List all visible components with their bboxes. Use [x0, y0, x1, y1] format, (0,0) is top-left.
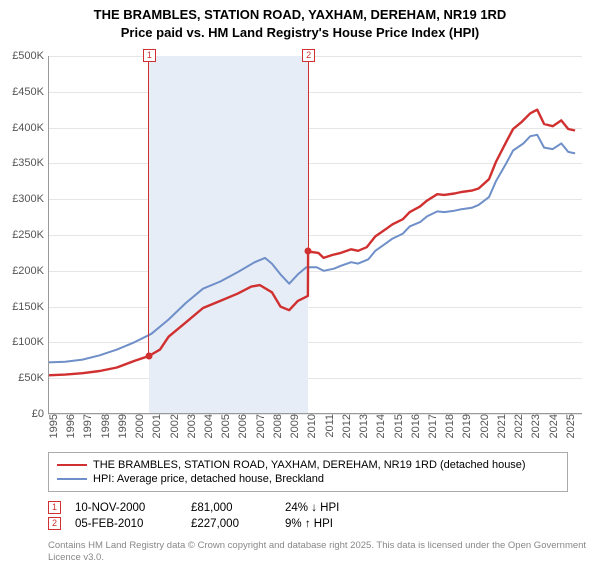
y-tick-label: £100K: [12, 336, 48, 348]
x-tick-label: 2002: [166, 414, 181, 438]
event-marker-2: 2: [302, 49, 315, 62]
y-tick-label: £400K: [12, 122, 48, 134]
series-price_paid: [48, 110, 575, 376]
event-price: £81,000: [191, 502, 285, 514]
x-tick-label: 1999: [114, 414, 129, 438]
x-tick-label: 2025: [562, 414, 577, 438]
x-tick-label: 2017: [424, 414, 439, 438]
legend-row: HPI: Average price, detached house, Brec…: [57, 473, 559, 485]
legend: THE BRAMBLES, STATION ROAD, YAXHAM, DERE…: [48, 452, 568, 492]
chart-title: THE BRAMBLES, STATION ROAD, YAXHAM, DERE…: [0, 0, 600, 41]
x-tick-label: 2016: [407, 414, 422, 438]
legend-label: THE BRAMBLES, STATION ROAD, YAXHAM, DERE…: [93, 459, 526, 471]
x-tick-label: 2005: [217, 414, 232, 438]
event-date: 05-FEB-2010: [75, 518, 191, 530]
event-delta: 24% ↓ HPI: [285, 502, 339, 514]
y-tick-label: £150K: [12, 301, 48, 313]
x-tick-label: 2018: [441, 414, 456, 438]
x-tick-label: 2015: [390, 414, 405, 438]
y-tick-label: £500K: [12, 50, 48, 62]
x-tick-label: 2024: [545, 414, 560, 438]
y-axis: [48, 56, 49, 414]
x-tick-label: 1997: [79, 414, 94, 438]
x-tick-label: 2006: [234, 414, 249, 438]
event-marker-icon: 2: [48, 517, 61, 530]
x-tick-label: 2019: [458, 414, 473, 438]
x-tick-label: 2012: [338, 414, 353, 438]
title-line-2: Price paid vs. HM Land Registry's House …: [8, 24, 592, 42]
x-tick-label: 1995: [45, 414, 60, 438]
y-tick-label: £250K: [12, 229, 48, 241]
x-tick-label: 2000: [131, 414, 146, 438]
x-tick-label: 1998: [97, 414, 112, 438]
x-tick-label: 2022: [510, 414, 525, 438]
event-table: 1 10-NOV-2000£81,00024% ↓ HPI 2 05-FEB-2010…: [48, 498, 578, 533]
x-tick-label: 2001: [148, 414, 163, 438]
title-line-1: THE BRAMBLES, STATION ROAD, YAXHAM, DERE…: [8, 6, 592, 24]
y-tick-label: £350K: [12, 157, 48, 169]
x-tick-label: 2007: [252, 414, 267, 438]
y-tick-label: £450K: [12, 86, 48, 98]
event-delta: 9% ↑ HPI: [285, 518, 333, 530]
x-tick-label: 2013: [355, 414, 370, 438]
event-date: 10-NOV-2000: [75, 502, 191, 514]
event-marker-icon: 1: [48, 501, 61, 514]
x-tick-label: 2003: [183, 414, 198, 438]
x-tick-label: 2009: [286, 414, 301, 438]
x-tick-label: 2021: [493, 414, 508, 438]
line-plot: [48, 56, 582, 414]
x-tick-label: 1996: [62, 414, 77, 438]
x-tick-label: 2023: [527, 414, 542, 438]
x-tick-label: 2011: [321, 414, 336, 438]
legend-row: THE BRAMBLES, STATION ROAD, YAXHAM, DERE…: [57, 459, 559, 471]
event-price: £227,000: [191, 518, 285, 530]
x-tick-label: 2008: [269, 414, 284, 438]
event-row: 2 05-FEB-2010£227,0009% ↑ HPI: [48, 517, 578, 530]
x-tick-label: 2004: [200, 414, 215, 438]
event-row: 1 10-NOV-2000£81,00024% ↓ HPI: [48, 501, 578, 514]
y-tick-label: £50K: [18, 372, 48, 384]
y-tick-label: £200K: [12, 265, 48, 277]
event-marker-1: 1: [143, 49, 156, 62]
x-tick-label: 2020: [476, 414, 491, 438]
plot-area: 12 £0£50K£100K£150K£200K£250K£300K£350K£…: [48, 56, 582, 414]
x-tick-label: 2010: [303, 414, 318, 438]
chart-container: THE BRAMBLES, STATION ROAD, YAXHAM, DERE…: [0, 0, 600, 560]
y-tick-label: £300K: [12, 193, 48, 205]
series-hpi: [48, 135, 575, 363]
legend-label: HPI: Average price, detached house, Brec…: [93, 473, 324, 485]
x-tick-label: 2014: [372, 414, 387, 438]
credits: Contains HM Land Registry data © Crown c…: [48, 540, 600, 564]
